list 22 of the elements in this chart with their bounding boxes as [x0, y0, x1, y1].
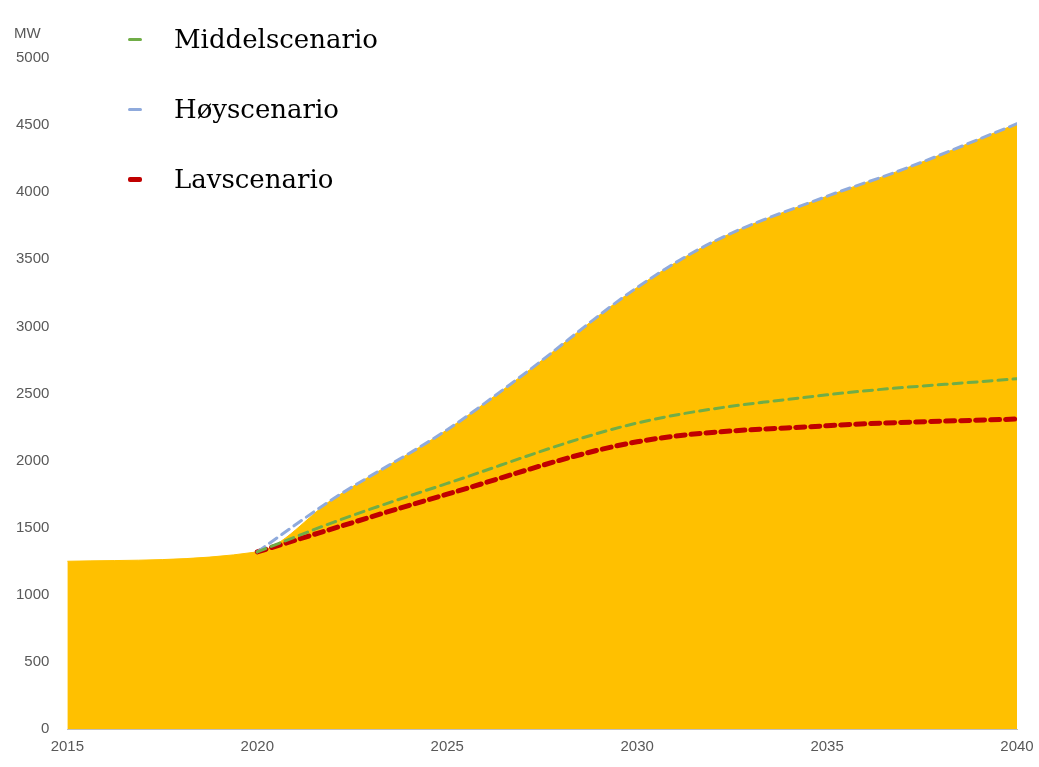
- y-tick-label: 4000: [15, 182, 50, 200]
- y-tick-label: 2000: [15, 450, 50, 468]
- y-tick-label: 4500: [15, 115, 50, 133]
- y-tick-label: 3000: [15, 316, 50, 334]
- y-tick-label: 1000: [15, 584, 50, 602]
- y-axis-title: MW: [14, 24, 41, 41]
- y-tick-label: 0: [41, 719, 50, 737]
- y-tick-label: 5000: [15, 48, 50, 66]
- y-tick-label: 1500: [15, 517, 50, 535]
- x-tick-label: 2025: [430, 737, 464, 755]
- x-tick-label: 2015: [50, 737, 85, 755]
- y-tick-label: 3500: [15, 249, 50, 267]
- x-tick-label: 2035: [810, 737, 844, 755]
- y-tick-label: 2500: [15, 383, 50, 401]
- x-tick-label: 2040: [1000, 737, 1034, 755]
- y-tick-label: 500: [24, 652, 50, 670]
- line-series: [255, 377, 1017, 554]
- legend-label: Høyscenario: [174, 94, 339, 124]
- x-tick-label: 2020: [240, 737, 274, 755]
- legend-label: Middelscenario: [174, 24, 378, 54]
- legend-label: Lavscenario: [174, 164, 334, 194]
- x-tick-label: 2030: [620, 737, 654, 755]
